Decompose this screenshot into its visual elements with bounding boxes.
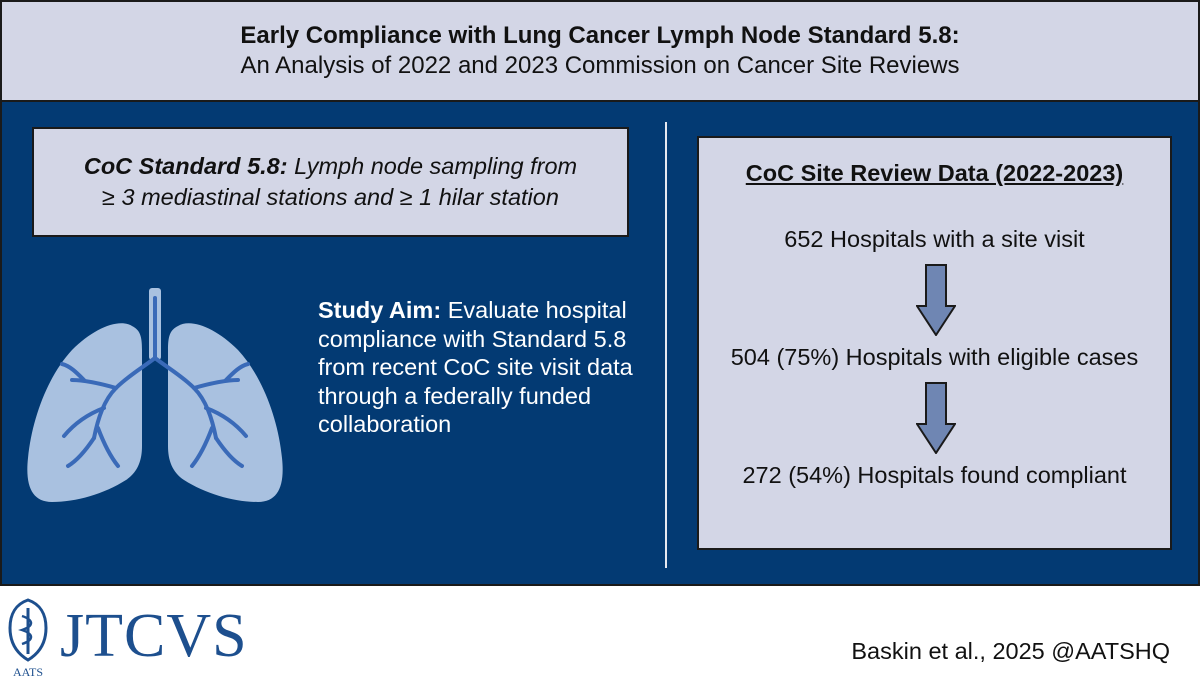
left-lung: [27, 323, 143, 502]
down-arrow-icon: [916, 382, 956, 454]
step-compliant: 272 (54%) Hospitals found compliant: [742, 462, 1127, 488]
step-site-visit: 652 Hospitals with a site visit: [784, 226, 1085, 252]
study-aim-label: Study Aim:: [318, 297, 442, 323]
standard-box: CoC Standard 5.8: Lymph node sampling fr…: [32, 127, 629, 237]
study-aim: Study Aim: Evaluate hospital compliance …: [318, 296, 648, 439]
seal-text: AATS: [13, 665, 43, 679]
journal-logo: JTCVS: [60, 602, 248, 670]
bronchial-tree: [60, 296, 250, 468]
standard-line2: ≥ 3 mediastinal stations and ≥ 1 hilar s…: [102, 184, 559, 210]
right-lung: [168, 323, 283, 502]
standard-text: CoC Standard 5.8: Lymph node sampling fr…: [84, 151, 577, 213]
step-eligible: 504 (75%) Hospitals with eligible cases: [730, 344, 1139, 370]
header-banner: Early Compliance with Lung Cancer Lymph …: [0, 0, 1200, 102]
site-review-title: CoC Site Review Data (2022-2023): [745, 160, 1124, 186]
aats-seal-icon: AATS: [8, 598, 48, 679]
standard-label: CoC Standard 5.8:: [83, 153, 288, 179]
main-panel: CoC Standard 5.8: Lymph node sampling fr…: [0, 102, 1200, 586]
citation: Baskin et al., 2025 @AATSHQ: [851, 638, 1170, 664]
page-title: Early Compliance with Lung Cancer Lymph …: [240, 22, 960, 49]
standard-line1: Lymph node sampling from: [287, 153, 578, 179]
site-review-box: CoC Site Review Data (2022-2023) 652 Hos…: [697, 136, 1172, 550]
page-subtitle: An Analysis of 2022 and 2023 Commission …: [240, 52, 960, 79]
study-aim-text: Evaluate hospital compliance with Standa…: [318, 297, 633, 437]
lungs-icon: [27, 288, 283, 502]
panel-divider: [665, 122, 667, 568]
down-arrow-icon: [916, 264, 956, 336]
footer: AATS JTCVS Baskin et al., 2025 @AATSHQ: [0, 586, 1200, 688]
